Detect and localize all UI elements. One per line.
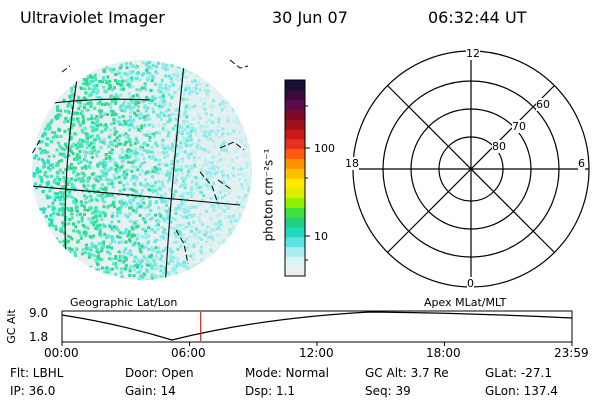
ip-value: IP: 36.0 [10, 384, 56, 398]
geo-longitude: GLon: 137.4 [485, 384, 558, 398]
colorbar-band [285, 119, 305, 130]
mode-value: Mode: Normal [245, 366, 329, 380]
lat-label-80: 80 [492, 140, 506, 153]
geo-latitude: GLat: -27.1 [485, 366, 552, 380]
date-label: 30 Jun 07 [272, 8, 348, 27]
colorbar-band [285, 266, 305, 277]
sequence-value: Seq: 39 [365, 384, 411, 398]
x-tick-1800: 18:00 [426, 346, 461, 360]
polar-plot [352, 50, 590, 288]
lat-label-70: 70 [512, 120, 526, 133]
gc-altitude: GC Alt: 3.7 Re [365, 366, 449, 380]
gain-value: Gain: 14 [125, 384, 176, 398]
colorbar-unit-label: photon cm⁻²s⁻¹ [261, 148, 276, 242]
colorbar-band [285, 207, 305, 218]
time-label: 06:32:44 UT [428, 8, 527, 27]
colorbar-band [285, 227, 305, 238]
colorbar-label-10: 10 [314, 230, 328, 243]
colorbar-band [285, 197, 305, 208]
x-tick-2359: 23:59 [554, 346, 589, 360]
x-tick-0000: 00:00 [44, 346, 79, 360]
altitude-timeline [61, 310, 573, 346]
coastlines [31, 59, 249, 265]
display-value: Dsp: 1.1 [245, 384, 296, 398]
colorbar-band [285, 80, 305, 91]
mlt-label-12: 12 [466, 47, 480, 60]
colorbar-band [285, 89, 305, 101]
colorbar-band [285, 256, 305, 267]
colorbar-label-100: 100 [314, 142, 335, 155]
colorbar-band [285, 246, 305, 257]
x-tick-1200: 12:00 [299, 346, 334, 360]
colorbar-ticks [305, 105, 310, 261]
uv-image-panel [31, 59, 252, 280]
colorbar-band [285, 187, 305, 199]
colorbar-band [285, 158, 305, 169]
timeline-left-title: Geographic Lat/Lon [70, 296, 178, 309]
mlt-label-0: 0 [467, 277, 474, 290]
colorbar-band [285, 99, 305, 110]
colorbar-band [285, 109, 305, 120]
x-tick-0600: 06:00 [171, 346, 206, 360]
uv-emission-map [32, 60, 252, 280]
mlt-label-6: 6 [578, 157, 585, 170]
timeline-right-title: Apex MLat/MLT [424, 296, 507, 309]
colorbar-band [285, 236, 305, 248]
door-status: Door: Open [125, 366, 194, 380]
timeline-y-axis-label: GC Alt [4, 309, 18, 344]
colorbar [284, 79, 306, 277]
y-tick-low: 1.8 [29, 330, 49, 344]
colorbar-band [285, 217, 305, 228]
filter-value: Flt: LBHL [10, 366, 64, 380]
lat-label-60: 60 [536, 98, 550, 111]
app-title: Ultraviolet Imager [20, 8, 165, 27]
colorbar-band [285, 129, 305, 140]
mlt-label-18: 18 [345, 157, 359, 170]
colorbar-band [285, 168, 305, 179]
y-tick-high: 9.0 [29, 306, 49, 320]
colorbar-band [285, 138, 305, 150]
colorbar-band [285, 178, 305, 189]
colorbar-band [285, 148, 305, 159]
